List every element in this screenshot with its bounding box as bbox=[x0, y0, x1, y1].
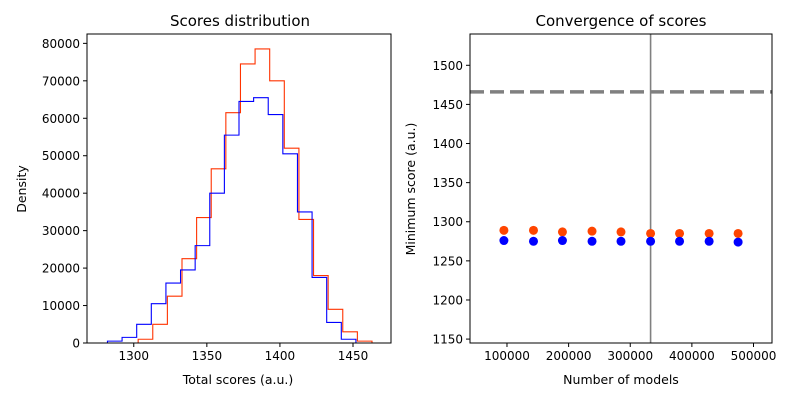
scatter-y-tick-label: 1450 bbox=[432, 98, 463, 112]
scatter-y-tick-label: 1400 bbox=[432, 137, 463, 151]
histogram-y-tick-label: 50000 bbox=[42, 149, 80, 163]
scatter-x-tick-label: 500000 bbox=[731, 349, 777, 363]
scatter-series-1-point bbox=[557, 227, 567, 237]
histogram-y-axis-label: Density bbox=[14, 165, 29, 213]
histogram-x-tick-label: 1450 bbox=[338, 349, 369, 363]
scatter-series-2-point bbox=[499, 236, 509, 246]
histogram-y-tick-label: 60000 bbox=[42, 112, 80, 126]
histogram-x-tick-label: 1400 bbox=[265, 349, 296, 363]
scatter-series-1-point bbox=[528, 225, 538, 235]
histogram-y-tick-label: 30000 bbox=[42, 224, 80, 238]
histogram-y-tick-label: 20000 bbox=[42, 262, 80, 276]
scatter-series-1-point bbox=[587, 226, 597, 236]
histogram-panel: Scores distribution 1300 1350 1400 1450 0 100… bbox=[14, 12, 392, 387]
histogram-y-tick-label: 10000 bbox=[42, 299, 80, 313]
scatter-series-2-point bbox=[704, 236, 714, 246]
scatter-series-2-point bbox=[733, 237, 743, 247]
histogram-y-tick-label: 0 bbox=[72, 337, 80, 351]
scatter-series-2-point bbox=[587, 236, 597, 246]
scatter-x-axis-label: Number of models bbox=[563, 372, 679, 387]
scatter-x-tick-label: 300000 bbox=[607, 349, 653, 363]
scatter-y-tick-label: 1350 bbox=[432, 176, 463, 190]
histogram-y-tick-label: 70000 bbox=[42, 74, 80, 88]
scatter-panel: Convergence of scores 100000 200000 300000… bbox=[403, 12, 776, 387]
scatter-x-tick-label: 400000 bbox=[669, 349, 715, 363]
histogram-y-tick-label: 80000 bbox=[42, 37, 80, 51]
scatter-series-1-point bbox=[675, 228, 685, 238]
scatter-series-2-point bbox=[646, 236, 656, 246]
scatter-plot-area: 100000 200000 300000 400000 500000 1150 1200 12… bbox=[432, 33, 777, 363]
scatter-series-2-point bbox=[675, 236, 685, 246]
scatter-y-axis-label: Minimum score (a.u.) bbox=[403, 123, 418, 256]
histogram-x-tick-label: 1350 bbox=[192, 349, 223, 363]
scatter-series-1-point bbox=[704, 228, 714, 238]
scatter-series-2-point bbox=[528, 236, 538, 246]
scatter-series-1-point bbox=[733, 228, 743, 238]
histogram-frame bbox=[86, 33, 392, 344]
scatter-y-tick-label: 1250 bbox=[432, 254, 463, 268]
histogram-title: Scores distribution bbox=[170, 12, 310, 30]
scatter-series-1-point bbox=[646, 228, 656, 238]
scatter-frame bbox=[469, 33, 773, 344]
histogram-x-axis-label: Total scores (a.u.) bbox=[182, 372, 294, 387]
scatter-y-tick-label: 1300 bbox=[432, 215, 463, 229]
histogram-x-tick-label: 1300 bbox=[118, 349, 149, 363]
histogram-y-tick-label: 40000 bbox=[42, 187, 80, 201]
histogram-series-1-steps bbox=[106, 48, 373, 344]
scatter-series-2-point bbox=[557, 236, 567, 246]
scatter-x-tick-label: 200000 bbox=[546, 349, 592, 363]
scatter-y-tick-label: 1500 bbox=[432, 59, 463, 73]
scatter-y-tick-label: 1150 bbox=[432, 333, 463, 347]
histogram-plot-area: 1300 1350 1400 1450 0 10000 20000 30000 40000 500… bbox=[42, 33, 392, 363]
scatter-series-1-point bbox=[616, 227, 626, 237]
scatter-x-tick-label: 100000 bbox=[484, 349, 530, 363]
scatter-series-2-point bbox=[616, 236, 626, 246]
scatter-y-tick-label: 1200 bbox=[432, 293, 463, 307]
scatter-series-1-point bbox=[499, 225, 509, 235]
histogram-series-2-steps bbox=[106, 97, 357, 343]
scatter-title: Convergence of scores bbox=[535, 12, 706, 30]
